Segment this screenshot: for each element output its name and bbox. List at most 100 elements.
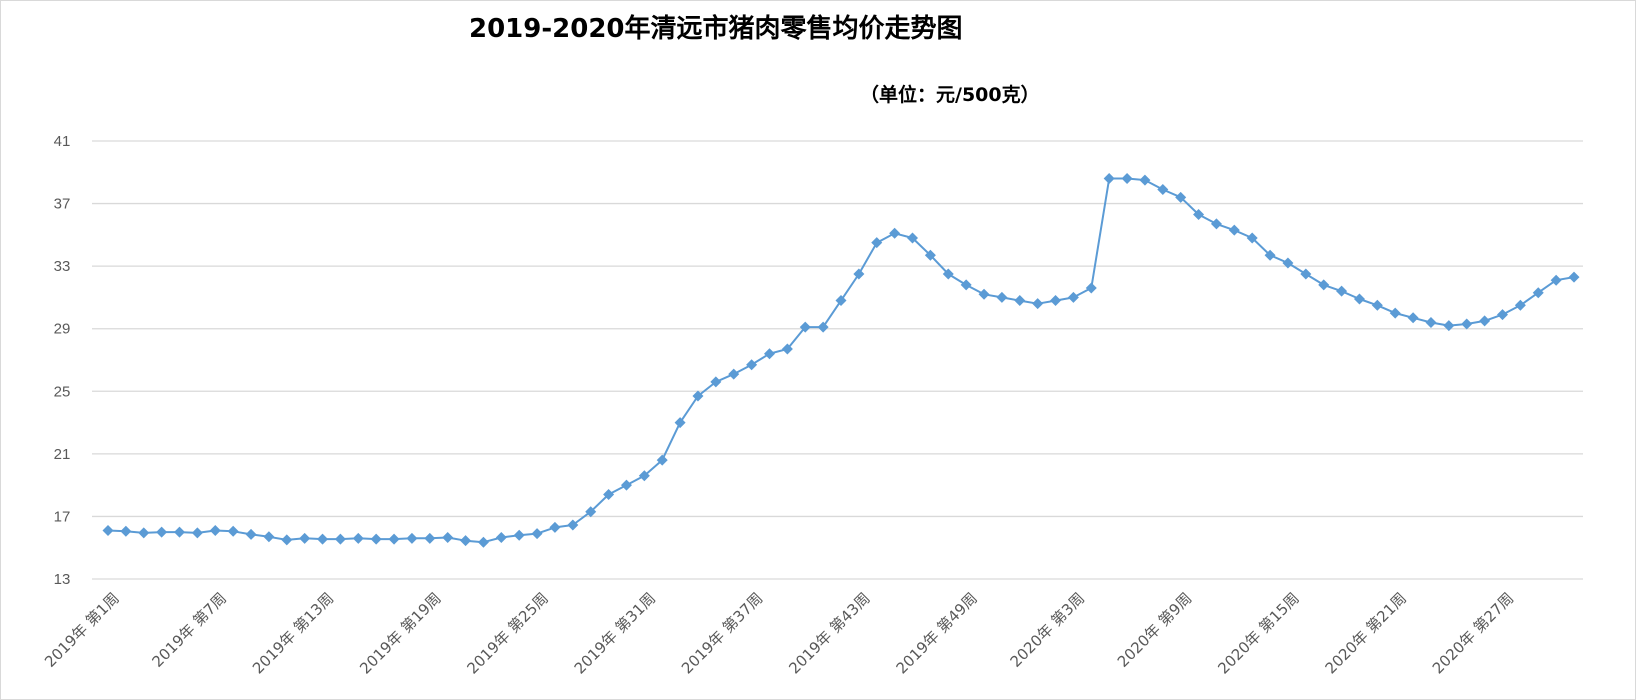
data-point-marker bbox=[567, 519, 579, 531]
data-point-marker bbox=[102, 525, 114, 537]
data-point-marker bbox=[763, 348, 775, 360]
chart-title: 2019-2020年清远市猪肉零售均价走势图 bbox=[469, 14, 963, 44]
data-point-marker bbox=[1050, 295, 1062, 307]
data-point-marker bbox=[1425, 316, 1437, 328]
data-point-marker bbox=[1139, 174, 1151, 186]
data-point-marker bbox=[209, 525, 221, 537]
data-point-marker bbox=[907, 232, 919, 244]
data-point-marker bbox=[138, 527, 150, 539]
data-point-marker bbox=[799, 321, 811, 333]
y-tick-label: 13 bbox=[54, 571, 71, 588]
data-point-marker bbox=[1479, 315, 1491, 327]
data-point-marker bbox=[460, 535, 472, 547]
data-point-marker bbox=[1514, 299, 1526, 311]
data-point-marker bbox=[889, 227, 901, 239]
data-point-marker bbox=[585, 506, 597, 518]
data-point-marker bbox=[156, 526, 168, 538]
data-point-marker bbox=[960, 279, 972, 291]
data-point-marker bbox=[477, 536, 489, 548]
data-point-marker bbox=[817, 321, 829, 333]
data-point-marker bbox=[1461, 318, 1473, 330]
data-point-marker bbox=[674, 417, 686, 429]
x-tick-label: 2019年 第19周 bbox=[356, 589, 444, 677]
x-tick-label: 2020年 第9周 bbox=[1114, 589, 1196, 671]
data-point-marker bbox=[513, 529, 525, 541]
data-point-marker bbox=[424, 532, 436, 544]
y-tick-label: 29 bbox=[54, 321, 71, 338]
y-axis-ticks: 13 17 21 25 29 33 37 41 bbox=[54, 133, 71, 588]
y-tick-label: 33 bbox=[54, 258, 71, 275]
data-point-marker bbox=[1568, 271, 1580, 283]
data-point-marker bbox=[835, 295, 847, 307]
data-point-marker bbox=[853, 268, 865, 280]
data-point-marker bbox=[728, 368, 740, 380]
data-point-marker bbox=[1389, 307, 1401, 319]
x-tick-label: 2019年 第13周 bbox=[249, 589, 337, 677]
data-point-marker bbox=[1246, 232, 1258, 244]
y-tick-label: 37 bbox=[54, 196, 71, 213]
y-tick-label: 17 bbox=[54, 508, 71, 525]
x-tick-label: 2019年 第49周 bbox=[893, 589, 981, 677]
data-point-marker bbox=[1157, 183, 1169, 195]
x-tick-label: 2019年 第7周 bbox=[148, 589, 230, 671]
y-tick-label: 41 bbox=[54, 133, 71, 150]
x-tick-label: 2019年 第25周 bbox=[463, 589, 551, 677]
data-point-marker bbox=[1228, 224, 1240, 236]
data-point-marker bbox=[388, 533, 400, 545]
x-tick-label: 2020年 第27周 bbox=[1429, 589, 1517, 677]
data-point-marker bbox=[924, 249, 936, 261]
y-tick-label: 21 bbox=[54, 446, 71, 463]
x-tick-label: 2019年 第37周 bbox=[678, 589, 766, 677]
data-point-marker bbox=[531, 528, 543, 540]
data-point-marker bbox=[281, 534, 293, 546]
data-point-marker bbox=[227, 525, 239, 537]
data-point-marker bbox=[1067, 291, 1079, 303]
data-point-marker bbox=[1032, 298, 1044, 310]
data-point-marker bbox=[1300, 268, 1312, 280]
data-point-marker bbox=[942, 268, 954, 280]
data-point-marker bbox=[370, 533, 382, 545]
data-point-marker bbox=[1193, 209, 1205, 221]
data-point-marker bbox=[1282, 257, 1294, 269]
data-point-marker bbox=[1318, 279, 1330, 291]
data-point-marker bbox=[1175, 191, 1187, 203]
data-point-marker bbox=[317, 533, 329, 545]
data-point-marker bbox=[334, 533, 346, 545]
data-point-marker bbox=[996, 291, 1008, 303]
data-point-marker bbox=[781, 343, 793, 355]
data-point-marker bbox=[746, 359, 758, 371]
price-series bbox=[102, 173, 1580, 548]
data-point-marker bbox=[620, 479, 632, 491]
data-point-marker bbox=[191, 527, 203, 539]
data-point-marker bbox=[1353, 293, 1365, 305]
data-point-marker bbox=[245, 528, 257, 540]
data-point-marker bbox=[710, 376, 722, 388]
gridlines bbox=[92, 140, 1583, 580]
data-point-marker bbox=[174, 526, 186, 538]
data-point-marker bbox=[406, 532, 418, 544]
data-point-marker bbox=[442, 532, 454, 544]
x-tick-label: 2019年 第1周 bbox=[41, 589, 123, 671]
x-tick-label: 2020年 第3周 bbox=[1007, 589, 1089, 671]
y-tick-label: 25 bbox=[54, 383, 71, 400]
data-point-marker bbox=[1103, 173, 1115, 185]
x-tick-label: 2019年 第31周 bbox=[571, 589, 659, 677]
data-point-marker bbox=[1443, 320, 1455, 332]
data-point-marker bbox=[352, 532, 364, 544]
x-tick-label: 2020年 第21周 bbox=[1322, 589, 1410, 677]
data-point-marker bbox=[603, 489, 615, 501]
data-point-marker bbox=[1121, 173, 1133, 185]
data-point-marker bbox=[1085, 282, 1097, 294]
data-point-marker bbox=[495, 532, 507, 544]
data-point-marker bbox=[1532, 287, 1544, 299]
data-point-marker bbox=[871, 237, 883, 249]
data-point-marker bbox=[1336, 285, 1348, 297]
data-point-marker bbox=[1264, 249, 1276, 261]
x-tick-label: 2020年 第15周 bbox=[1214, 589, 1302, 677]
data-point-marker bbox=[1371, 299, 1383, 311]
x-axis-ticks: 2019年 第1周 2019年 第7周 2019年 第13周 2019年 第19周 20… bbox=[41, 589, 1517, 677]
data-point-marker bbox=[1407, 312, 1419, 324]
data-point-marker bbox=[299, 532, 311, 544]
